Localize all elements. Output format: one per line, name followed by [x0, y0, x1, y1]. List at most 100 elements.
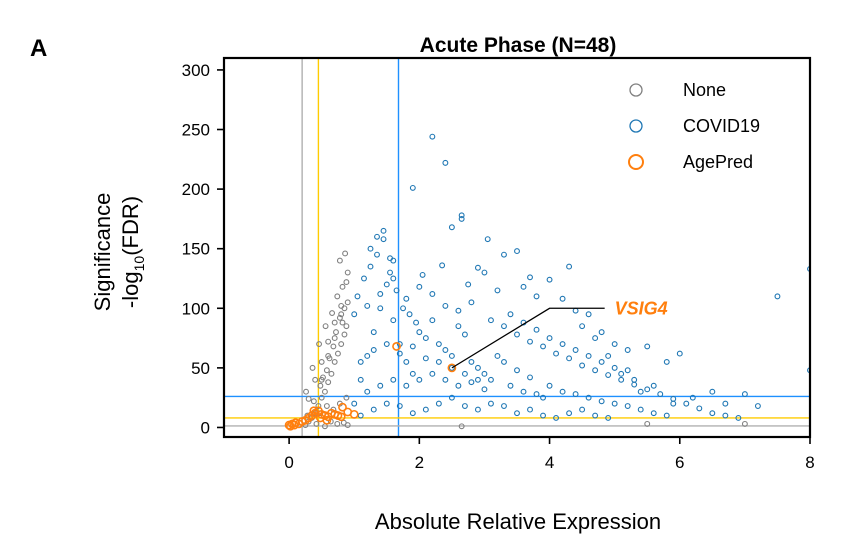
point-covid19 [520, 283, 527, 290]
point-covid19 [481, 370, 488, 377]
point-covid19 [458, 212, 465, 219]
point-covid19 [448, 364, 455, 371]
point-covid19 [514, 331, 520, 338]
point-covid19 [488, 376, 494, 383]
point-covid19 [527, 374, 533, 381]
point-covid19 [361, 275, 367, 282]
data-points [284, 133, 810, 431]
point-covid19 [579, 406, 586, 413]
point-covid19 [553, 350, 560, 357]
point-covid19 [527, 274, 533, 281]
point-covid19 [377, 291, 384, 297]
point-covid19 [754, 403, 761, 409]
point-covid19 [351, 400, 358, 407]
annotation-leader-line [451, 307, 605, 369]
point-covid19 [546, 335, 553, 342]
point-covid19 [514, 248, 520, 255]
point-covid19 [598, 398, 605, 405]
point-covid19 [364, 302, 371, 309]
point-covid19 [461, 331, 468, 338]
y-axis-title-line1: Significance [90, 193, 115, 312]
point-covid19 [357, 358, 364, 365]
point-covid19 [572, 347, 579, 353]
x-tick-label: 6 [675, 453, 684, 472]
point-covid19 [400, 305, 407, 312]
point-covid19 [637, 406, 644, 413]
point-covid19 [468, 379, 475, 386]
point-none [336, 314, 343, 321]
point-covid19 [592, 367, 599, 374]
point-covid19 [709, 388, 716, 395]
point-covid19 [465, 281, 472, 288]
point-none [312, 376, 319, 383]
point-covid19 [611, 364, 618, 371]
point-covid19 [435, 358, 442, 365]
point-none [343, 323, 350, 330]
point-none [644, 420, 651, 427]
point-none [331, 335, 338, 342]
point-covid19 [429, 370, 436, 377]
point-none [343, 279, 350, 286]
point-covid19 [533, 326, 540, 333]
point-none [334, 420, 341, 427]
point-covid19 [644, 343, 651, 350]
point-covid19 [507, 311, 514, 318]
point-covid19 [442, 159, 449, 166]
point-none [323, 403, 330, 409]
point-covid19 [540, 412, 546, 419]
point-covid19 [409, 410, 416, 417]
y-tick-label: 200 [182, 180, 210, 199]
point-covid19 [605, 414, 612, 421]
point-covid19 [650, 410, 657, 417]
point-covid19 [435, 341, 442, 347]
point-covid19 [533, 391, 540, 398]
point-covid19 [572, 391, 579, 398]
point-covid19 [722, 412, 729, 419]
point-covid19 [611, 400, 618, 407]
point-covid19 [429, 291, 436, 297]
point-none [458, 423, 465, 430]
point-covid19 [501, 403, 507, 409]
point-covid19 [579, 362, 586, 369]
point-covid19 [605, 353, 612, 359]
point-none [330, 343, 337, 350]
point-covid19 [624, 367, 631, 374]
point-none [303, 388, 309, 395]
annotation-layer: VSIG4 [451, 298, 668, 369]
point-agepred [336, 412, 346, 422]
point-covid19 [422, 406, 429, 413]
point-covid19 [429, 317, 436, 324]
point-covid19 [422, 335, 429, 342]
point-covid19 [367, 245, 374, 252]
point-covid19 [663, 412, 670, 419]
annotation-label: VSIG4 [615, 298, 668, 318]
point-covid19 [383, 281, 390, 288]
point-covid19 [598, 358, 605, 365]
point-none [339, 283, 346, 290]
point-covid19 [494, 353, 501, 359]
y-axis-title-fdr: (FDR) [118, 196, 143, 256]
point-covid19 [354, 293, 361, 300]
point-covid19 [416, 329, 423, 336]
point-covid19 [413, 319, 420, 326]
point-none [343, 394, 350, 401]
legend-label-none: None [683, 80, 726, 100]
point-covid19 [455, 382, 462, 389]
point-covid19 [448, 353, 455, 359]
point-covid19 [403, 382, 410, 389]
reference-lines [224, 58, 810, 437]
point-covid19 [393, 287, 400, 294]
point-covid19 [380, 236, 387, 243]
point-none [321, 388, 328, 395]
x-axis-ticks: 0 2 4 6 8 [284, 437, 815, 472]
point-none [339, 319, 346, 326]
point-none [344, 422, 351, 429]
point-covid19 [484, 236, 491, 243]
point-covid19 [409, 370, 416, 377]
point-none [318, 358, 325, 365]
legend-marker-agepred [628, 154, 644, 170]
point-covid19 [540, 394, 546, 401]
point-covid19 [566, 263, 573, 270]
point-covid19 [631, 376, 638, 383]
